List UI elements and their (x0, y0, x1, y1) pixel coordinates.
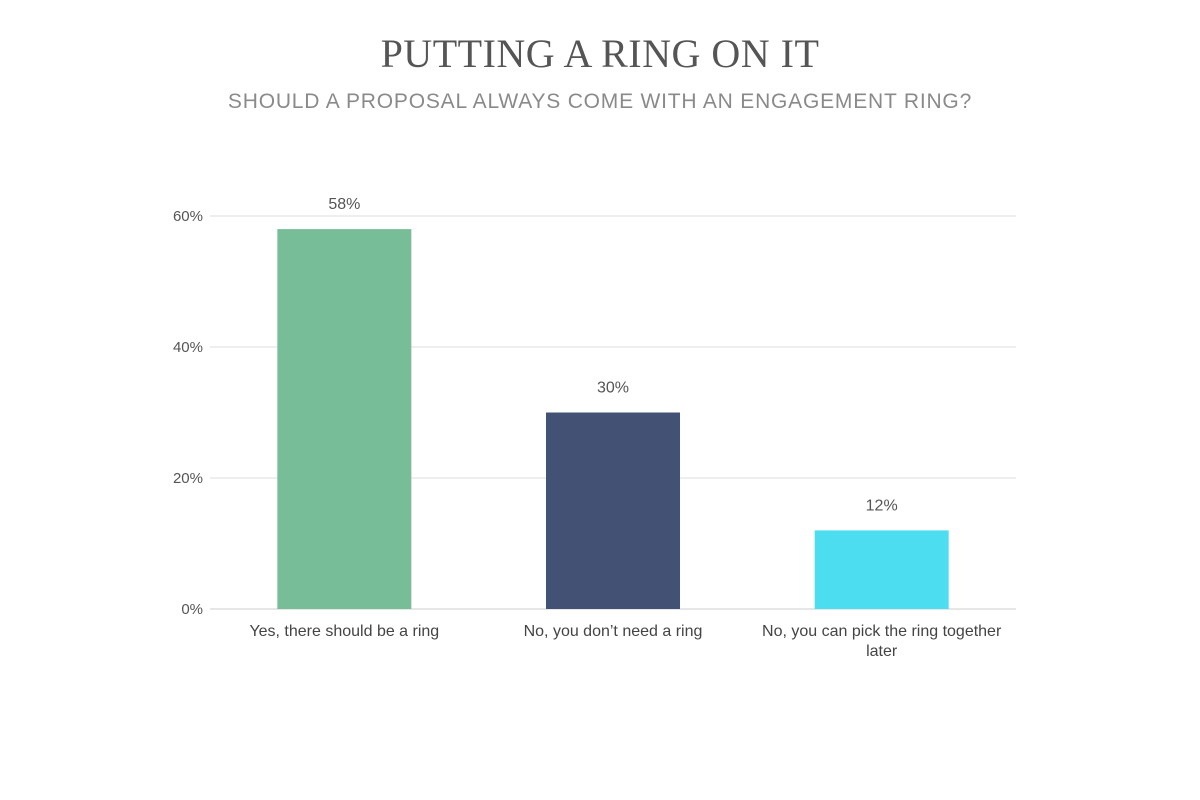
chart-title: PUTTING A RING ON IT (380, 31, 820, 76)
x-category-label: No, you don’t need a ring (523, 623, 703, 640)
y-tick-label: 60% (173, 208, 203, 225)
y-tick-label: 0% (181, 601, 203, 618)
y-tick-label: 40% (173, 339, 203, 356)
data-label: 30% (597, 380, 629, 397)
bar (546, 412, 680, 609)
x-category-label: No, you can pick the ring together later (762, 623, 1002, 660)
bar (277, 229, 412, 609)
data-label: 12% (866, 497, 898, 514)
data-label: 58% (328, 196, 360, 213)
bar (814, 530, 949, 609)
x-category-label: Yes, there should be a ring (249, 623, 440, 640)
chart-subtitle: SHOULD A PROPOSAL ALWAYS COME WITH AN EN… (227, 90, 973, 113)
y-tick-label: 20% (173, 470, 203, 487)
